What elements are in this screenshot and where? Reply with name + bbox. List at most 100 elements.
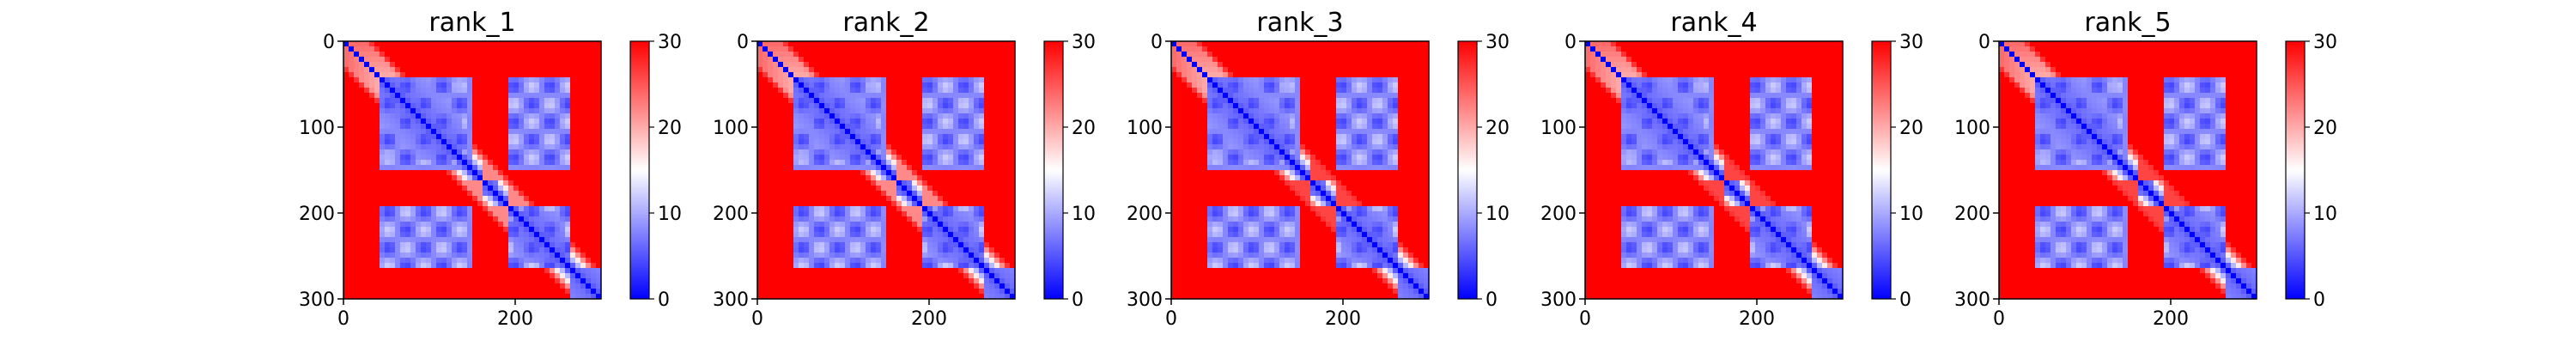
heatmap-cell [591,103,596,108]
heatmap-cell [958,201,963,206]
heatmap-cell [933,155,938,160]
heatmap-cell [788,93,793,98]
heatmap-cell [829,77,835,82]
heatmap-cell [871,144,876,149]
heatmap-cell [999,258,1005,263]
heatmap-cell [886,124,891,129]
heatmap-cell [804,247,809,253]
heatmap-cell [943,134,948,139]
heatmap-cell [447,242,452,247]
heatmap-cell [958,93,963,98]
heatmap-cell [783,247,788,253]
heatmap-cell [586,155,591,160]
heatmap-cell [793,206,799,211]
heatmap-cell [948,129,953,134]
heatmap-cell [519,98,524,103]
heatmap-cell [876,108,881,113]
heatmap-cell [891,93,896,98]
heatmap-cell [881,258,886,263]
heatmap-cell [762,222,768,227]
heatmap-cell [395,93,400,98]
heatmap-cell [550,191,555,196]
heatmap-cell [534,253,539,258]
heatmap-cell [917,273,922,278]
heatmap-cell [963,88,969,93]
heatmap-cell [963,268,969,273]
heatmap-cell [354,134,359,139]
heatmap-cell [845,237,850,242]
heatmap-cell [922,134,927,139]
heatmap-cell [778,139,783,144]
heatmap-cell [762,160,768,165]
heatmap-cell [969,41,974,46]
heatmap-cell [896,232,902,237]
heatmap-cell [814,108,819,113]
heatmap-cell [400,206,405,211]
heatmap-cell [835,186,840,191]
heatmap-cell [768,180,773,186]
heatmap-cell [426,278,431,283]
heatmap-cell [778,88,783,93]
heatmap-cell [768,278,773,283]
heatmap-cell [416,232,421,237]
heatmap-cell [560,289,565,294]
heatmap-cell [343,268,349,273]
heatmap-cell [555,273,560,278]
heatmap-cell [410,273,416,278]
heatmap-cell [364,283,369,289]
heatmap-cell [824,41,829,46]
heatmap-cell [343,201,349,206]
heatmap-cell [860,253,866,258]
heatmap-cell [508,216,513,222]
heatmap-cell [555,186,560,191]
heatmap-cell [979,144,984,149]
heatmap-cell [441,103,447,108]
heatmap-cell [467,227,472,232]
heatmap-cell [850,77,855,82]
heatmap-cell [850,222,855,227]
heatmap-cell [845,62,850,67]
heatmap-cell [799,82,804,88]
heatmap-cell [969,119,974,124]
heatmap-cell [575,98,580,103]
heatmap-cell [963,222,969,227]
heatmap-cell [814,72,819,77]
heatmap-cell [447,134,452,139]
heatmap-cell [534,206,539,211]
heatmap-cell [513,242,519,247]
heatmap-cell [467,72,472,77]
heatmap-cell [938,124,943,129]
heatmap-cell [963,139,969,144]
heatmap-cell [513,124,519,129]
heatmap-cell [380,222,385,227]
heatmap-cell [534,263,539,268]
heatmap-cell [1005,88,1010,93]
heatmap-cell [762,93,768,98]
heatmap-cell [907,268,912,273]
heatmap-cell [757,139,762,144]
heatmap-cell [999,88,1005,93]
heatmap-cell [591,67,596,72]
heatmap-cell [555,263,560,268]
heatmap-cell [840,77,845,82]
heatmap-cell [1005,165,1010,170]
heatmap-cell [840,206,845,211]
heatmap-cell [508,62,513,67]
heatmap-cell [570,237,575,242]
heatmap-cell [447,180,452,186]
heatmap-cell [349,175,354,180]
heatmap-cell [984,175,989,180]
heatmap-cell [876,41,881,46]
heatmap-cell [508,242,513,247]
heatmap-cell [529,247,534,253]
heatmap-cell [804,62,809,67]
heatmap-cell [938,119,943,124]
heatmap-cell [835,258,840,263]
heatmap-cell [835,119,840,124]
heatmap-cell [580,139,586,144]
heatmap-cell [768,41,773,46]
heatmap-cell [953,139,958,144]
heatmap-cell [850,180,855,186]
heatmap-cell [953,149,958,155]
heatmap-cell [580,278,586,283]
